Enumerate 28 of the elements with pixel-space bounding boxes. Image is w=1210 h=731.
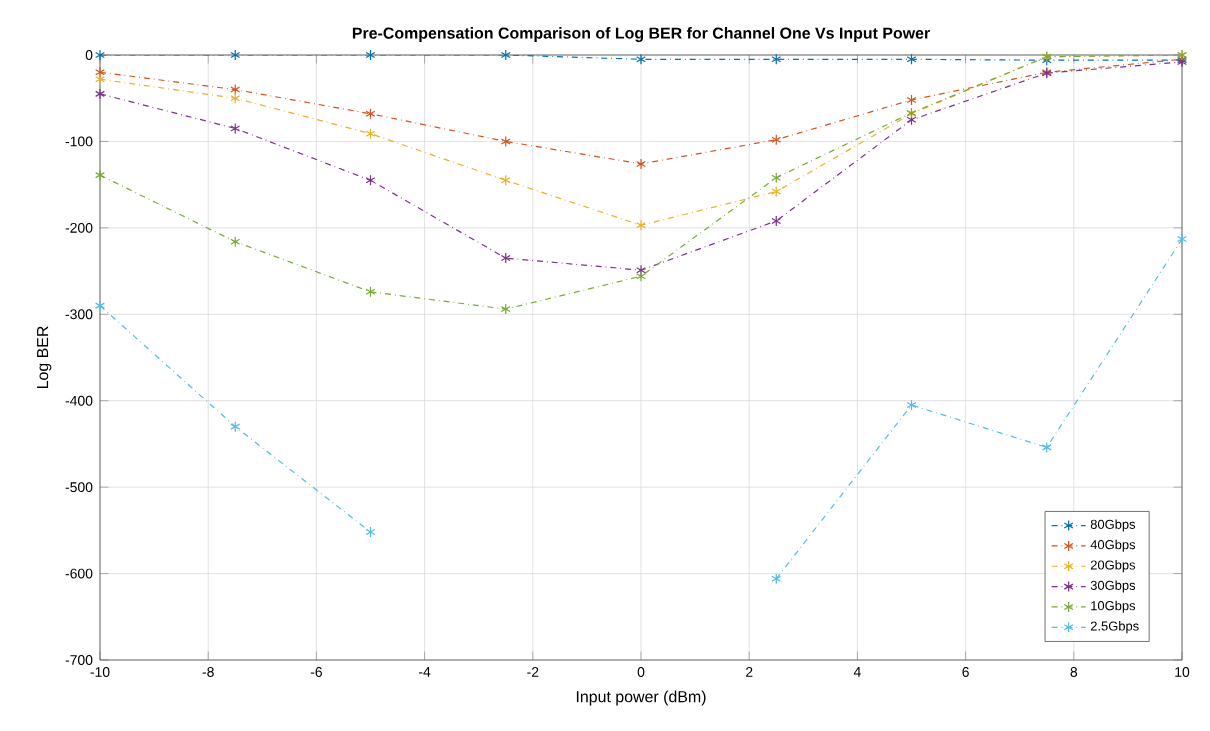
- x-tick-label: 10: [1175, 667, 1190, 677]
- legend-label: 40Gbps: [1090, 539, 1136, 552]
- legend-label: 2.5Gbps: [1090, 621, 1139, 634]
- legend-label: 10Gbps: [1091, 600, 1136, 613]
- legend-label: 30Gbps: [1090, 580, 1136, 593]
- x-tick-label: 8: [1070, 667, 1078, 677]
- y-tick-label: -300: [65, 309, 93, 320]
- legend-label: 20Gbps: [1090, 560, 1136, 573]
- x-tick-label: 2: [746, 667, 753, 677]
- x-axis-title: Input power (dBm): [576, 690, 706, 706]
- y-tick-label: -400: [65, 395, 93, 406]
- x-tick-label: 6: [962, 667, 969, 677]
- x-tick-label: -8: [202, 667, 214, 677]
- y-axis-title: Log BER: [37, 326, 52, 389]
- x-tick-label: -10: [90, 667, 110, 677]
- x-tick-label: -2: [527, 667, 539, 677]
- legend-label: 80Gbps: [1090, 519, 1136, 532]
- y-tick-label: -100: [65, 136, 93, 147]
- x-tick-label: -4: [419, 667, 431, 677]
- x-tick-label: 0: [637, 667, 645, 677]
- y-tick-label: -200: [65, 222, 93, 233]
- y-tick-label: -500: [65, 482, 93, 493]
- x-tick-label: -6: [310, 667, 322, 677]
- x-tick-label: 4: [853, 667, 861, 677]
- y-tick-label: 0: [85, 50, 93, 60]
- y-tick-label: -700: [65, 655, 93, 665]
- y-tick-label: -600: [65, 568, 93, 579]
- chart-title: Pre-Compensation Comparison of Log BER for Channel One Vs Input Power: [352, 27, 930, 42]
